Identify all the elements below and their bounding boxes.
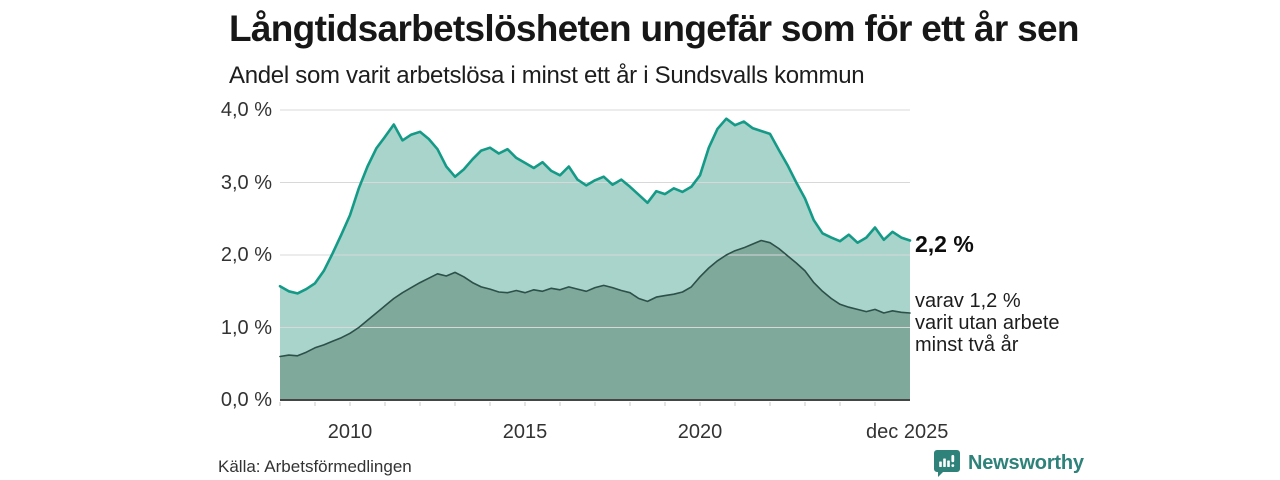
series-line-subset (279, 239, 911, 358)
series-area-subset (280, 240, 910, 400)
page-title: Långtidsarbetslösheten ungefär som för e… (229, 8, 1079, 49)
y-tick-label: 2,0 % (220, 244, 272, 266)
y-tick-label: 1,0 % (220, 316, 272, 339)
chart-plot-area (278, 109, 912, 406)
y-tick-label: 0,0 % (220, 389, 272, 411)
area-chart (278, 109, 912, 406)
subset-label-line2: varit utan arbete (915, 312, 1060, 334)
newsworthy-logo: Newsworthy (934, 449, 1084, 477)
source-credit: Källa: Arbetsförmedlingen (218, 457, 412, 476)
subset-label-line1: varav 1,2 % (915, 290, 1021, 312)
x-tick-label: 2015 (502, 421, 548, 443)
chart-subtitle: Andel som varit arbetslösa i minst ett å… (229, 62, 865, 89)
subset-label-line3: minst två år (915, 334, 1019, 356)
subset-value-label: varav 1,2 % varit utan arbete minst två … (915, 290, 1060, 356)
series-line-total (278, 117, 912, 295)
x-tick-label: 2010 (327, 421, 373, 443)
newsworthy-icon (934, 449, 960, 477)
total-value-label: 2,2 % (915, 231, 974, 257)
x-tick-label: dec 2025 (866, 421, 949, 443)
x-tick-label: 2020 (677, 421, 723, 443)
y-tick-label: 4,0 % (220, 99, 272, 121)
newsworthy-wordmark: Newsworthy (968, 451, 1084, 474)
y-tick-label: 3,0 % (220, 171, 272, 194)
